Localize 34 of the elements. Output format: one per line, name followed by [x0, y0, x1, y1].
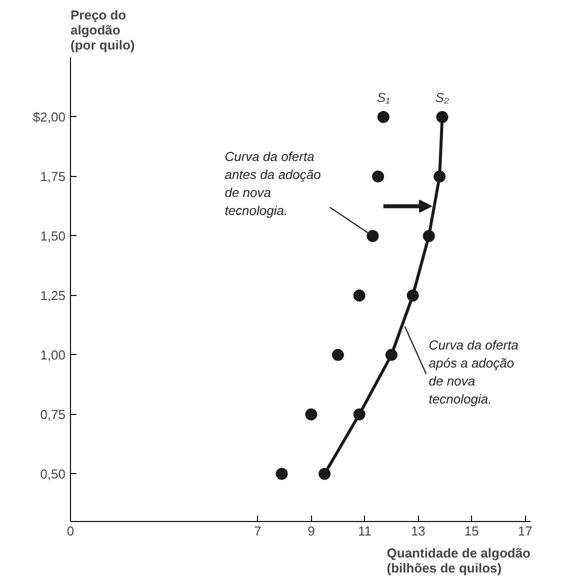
point — [276, 468, 288, 480]
x-tick-label: 17 — [518, 524, 532, 538]
point — [305, 408, 318, 420]
series-label: S₁ — [377, 90, 390, 105]
point — [332, 348, 344, 361]
point — [377, 111, 390, 123]
point — [385, 348, 398, 361]
x-tick-label: 15 — [464, 524, 479, 538]
x-tick-label: 13 — [410, 524, 426, 538]
y-tick-label: 1,25 — [40, 288, 66, 303]
annotation: Curva da oferta antes da adoção de nova tecnologia. — [224, 148, 321, 218]
point — [366, 230, 379, 242]
y-tick-label: 1,50 — [40, 228, 66, 244]
x-tick-label: 9 — [308, 524, 315, 538]
point — [318, 468, 331, 480]
x-axis-title: Quantidade de algodão (bilhões de quilos) — [386, 546, 531, 576]
y-tick-label: 1,75 — [40, 168, 66, 184]
point — [406, 289, 419, 302]
y-tick-label: 1,00 — [40, 347, 66, 362]
point — [372, 170, 384, 182]
point — [422, 230, 435, 242]
y-tick-label: 0,75 — [40, 406, 66, 422]
point — [436, 111, 448, 123]
x-tick-label: 0 — [66, 524, 74, 538]
x-tick-label: 11 — [358, 524, 372, 538]
y-tick-label: 0,50 — [40, 466, 66, 482]
y-tick-label: $2,00 — [32, 109, 66, 124]
point — [353, 289, 366, 302]
point — [434, 170, 446, 182]
point — [353, 408, 366, 420]
annotation: Curva da oferta após a adoção de nova tecnologia. — [428, 337, 518, 406]
x-tick-label: 7 — [254, 524, 262, 538]
series-label: S₂ — [435, 90, 450, 105]
y-axis-title: Preço do algodão (por quilo) — [70, 8, 135, 52]
